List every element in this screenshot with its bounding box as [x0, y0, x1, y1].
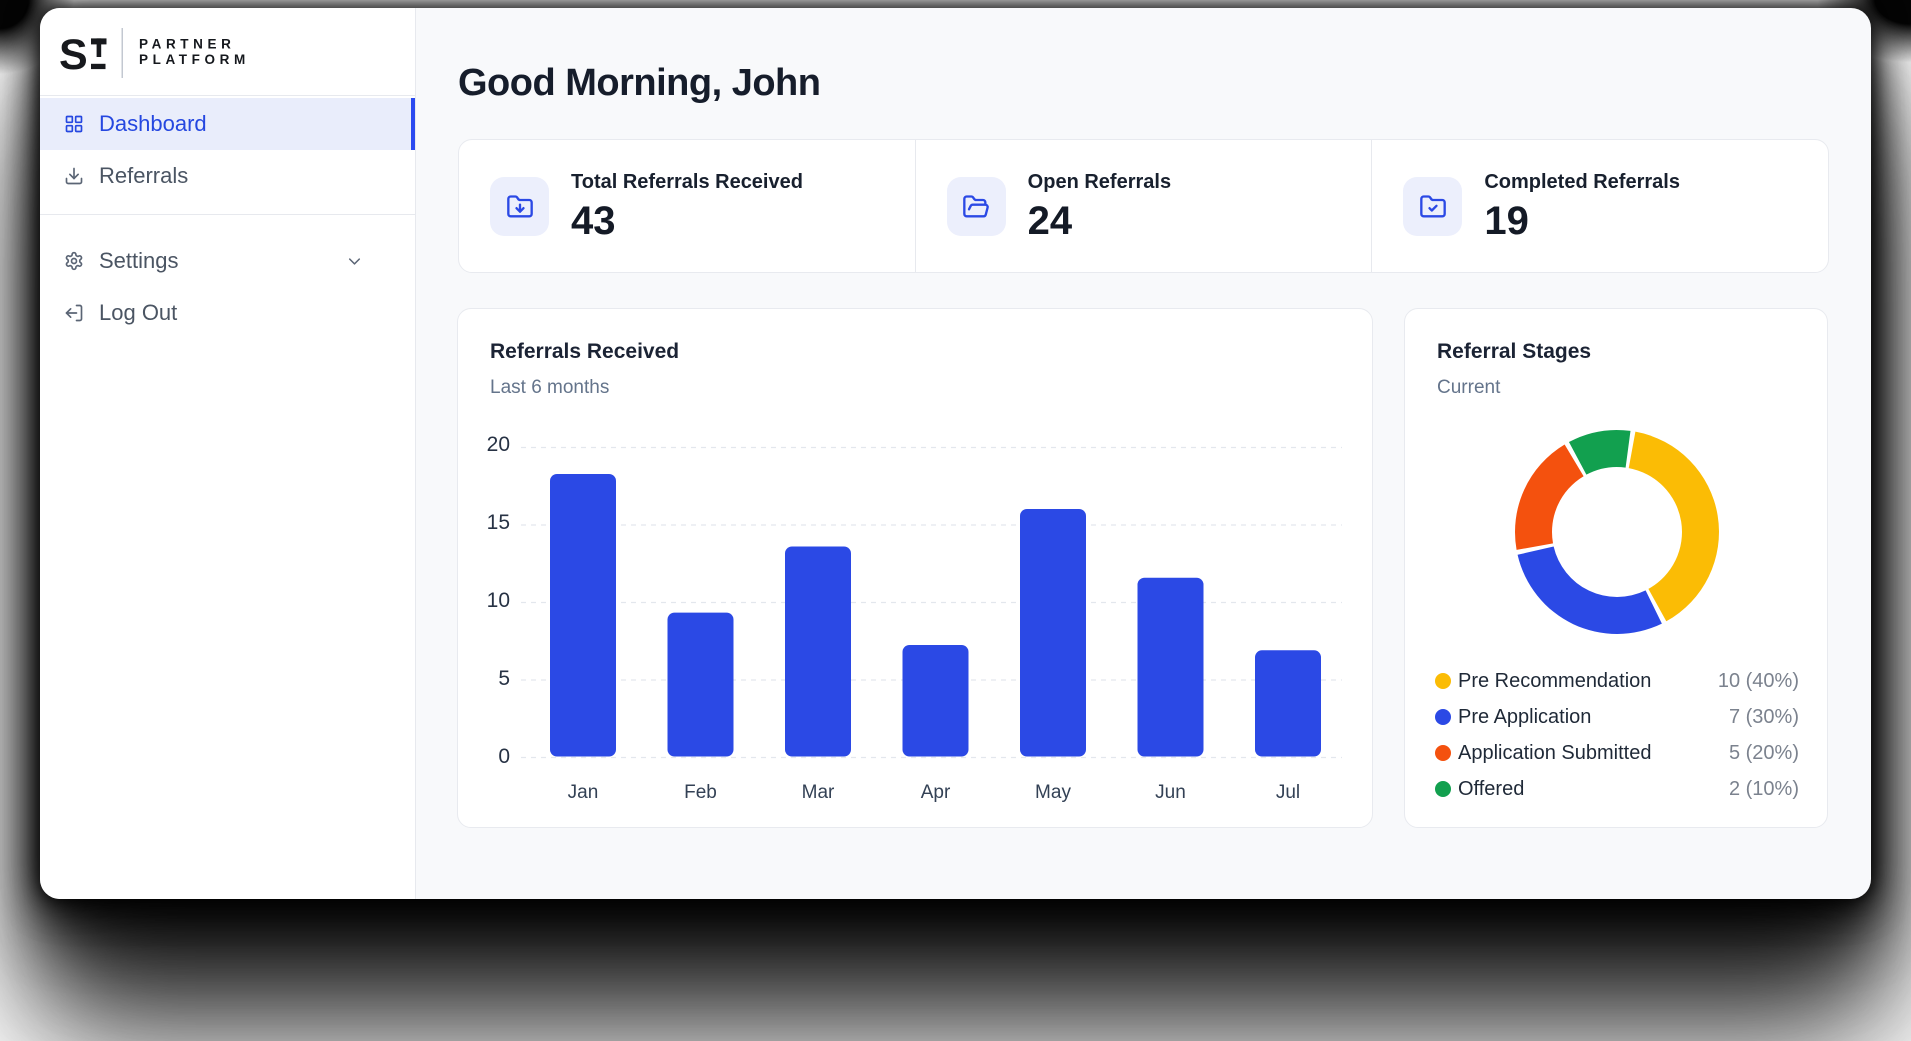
svg-text:Apr: Apr	[921, 782, 951, 803]
svg-text:Jun: Jun	[1155, 782, 1186, 803]
svg-text:May: May	[1035, 782, 1071, 803]
svg-text:Jan: Jan	[568, 782, 599, 803]
svg-text:S: S	[59, 31, 88, 79]
svg-text:PARTNER: PARTNER	[139, 37, 235, 52]
svg-text:20: 20	[487, 433, 510, 456]
svg-text:5: 5	[498, 667, 510, 690]
svg-text:PLATFORM: PLATFORM	[139, 52, 250, 67]
svg-text:10: 10	[487, 589, 510, 612]
svg-text:0: 0	[498, 745, 510, 768]
svg-text:Jul: Jul	[1276, 782, 1300, 803]
svg-text:Mar: Mar	[802, 782, 835, 803]
svg-text:Feb: Feb	[684, 782, 717, 803]
svg-text:15: 15	[487, 511, 510, 534]
